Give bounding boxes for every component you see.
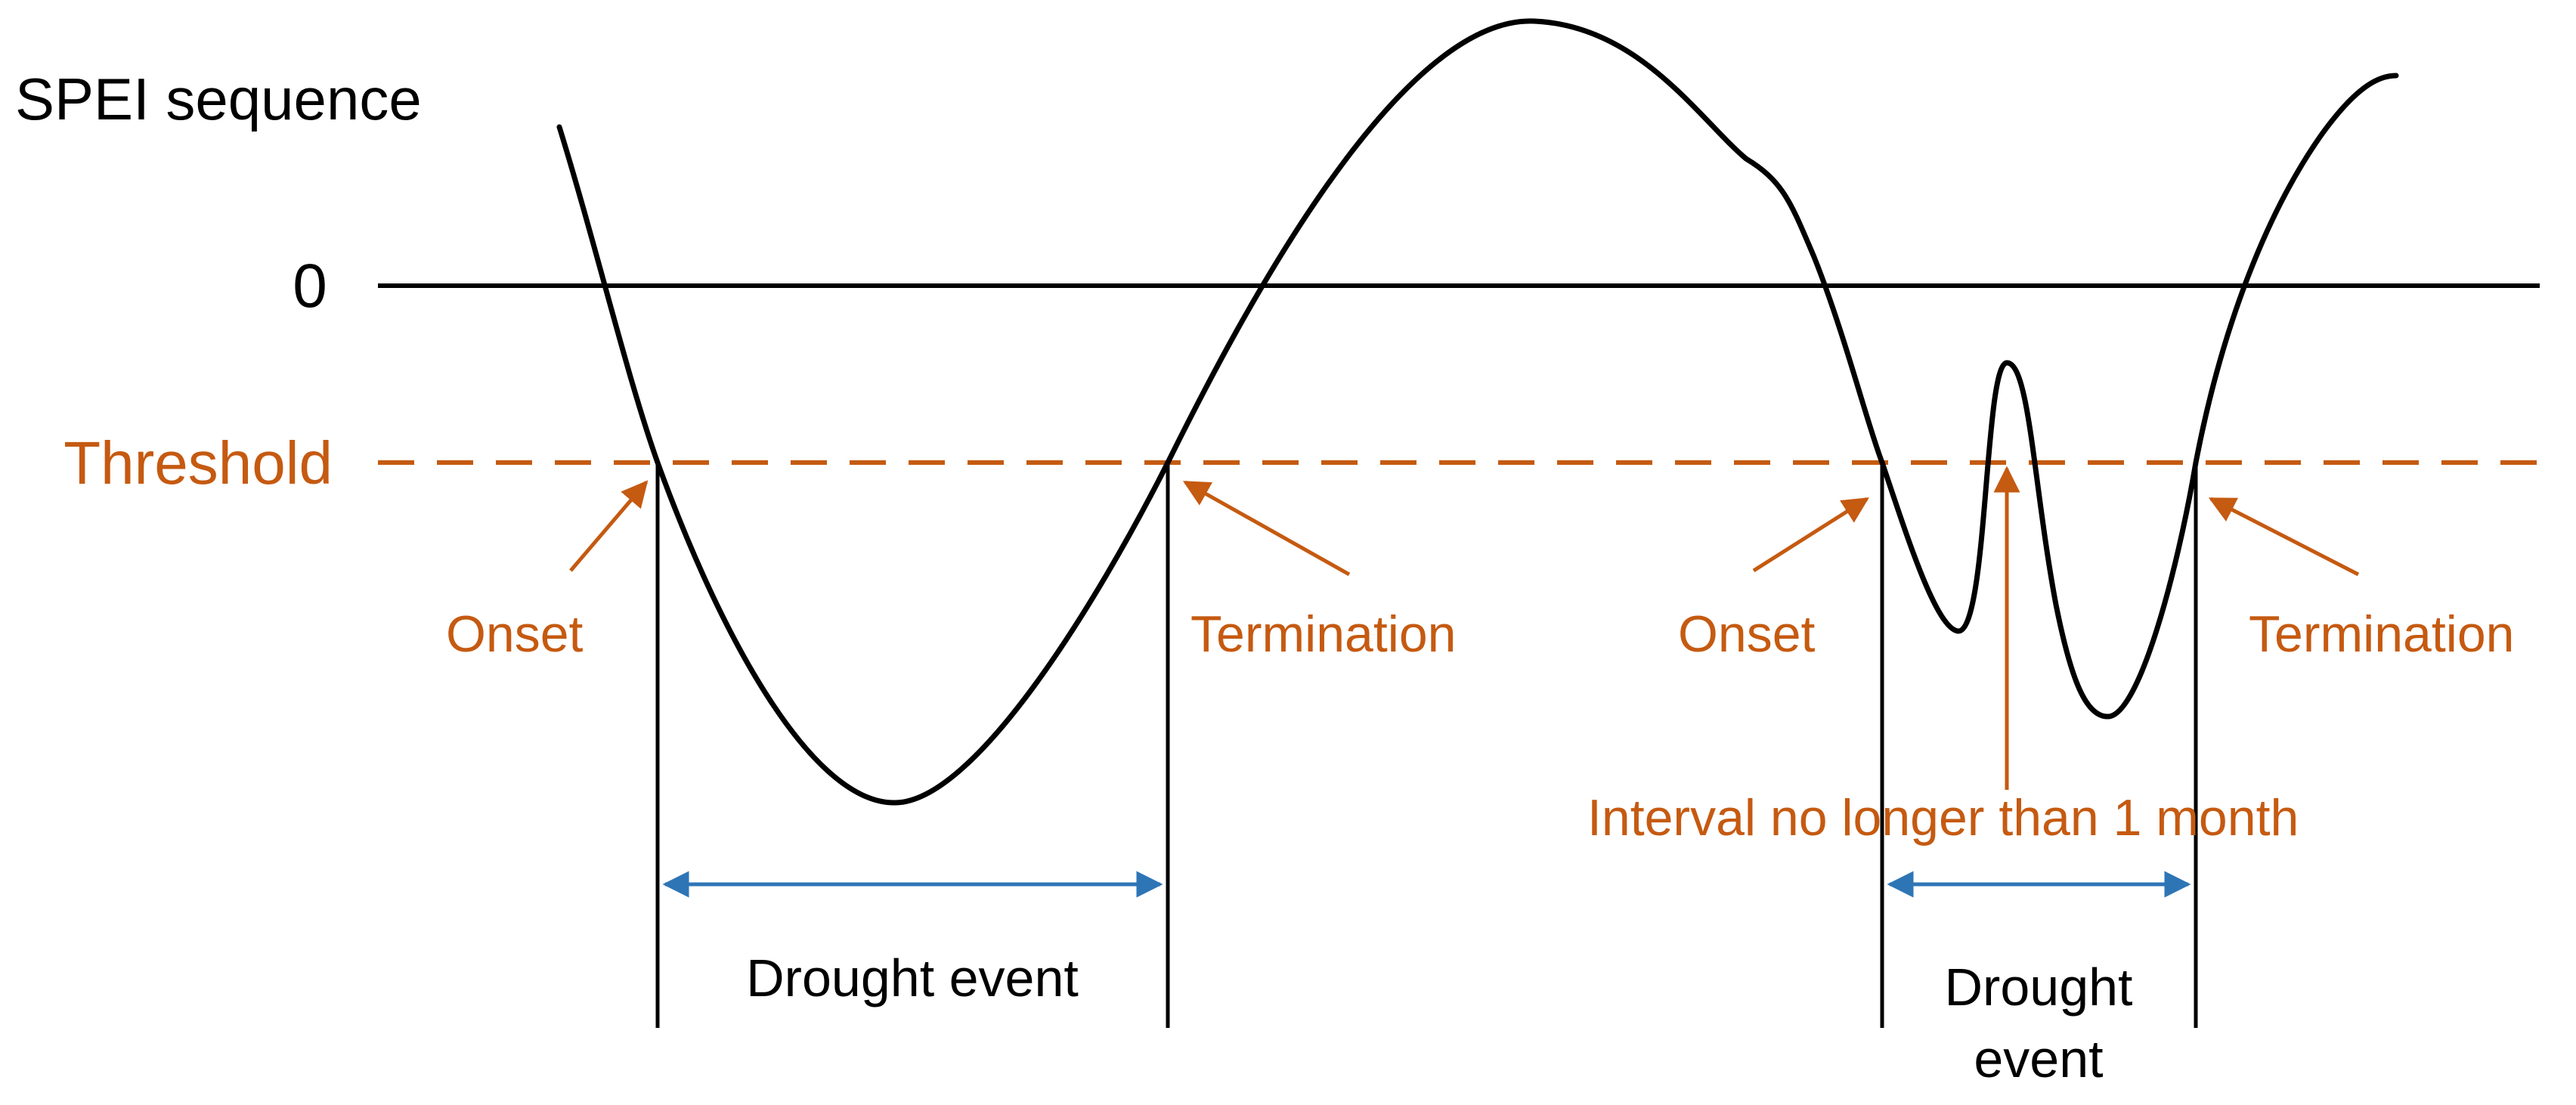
event-1-label: Drought event [746,949,1079,1008]
onset-1-label: Onset [446,605,584,663]
event-2-label-line1: Drought [1944,958,2132,1017]
onset-2-label: Onset [1678,605,1816,663]
termination-2-pointer-arrow [2208,497,2360,577]
termination-1-label: Termination [1190,605,1457,663]
onset-2-pointer-arrow [1752,497,1869,573]
onset-1-pointer-arrow [569,480,649,572]
spei-curve [556,18,2399,806]
interval-label: Interval no longer than 1 month [1587,789,2299,847]
event-2-label-line2: event [1974,1029,2103,1088]
termination-2-label: Termination [2249,605,2515,663]
y-axis-label: SPEI sequence [15,66,422,132]
threshold-label: Threshold [63,429,333,497]
zero-label: 0 [293,252,327,320]
termination-1-pointer-arrow [1182,480,1351,577]
